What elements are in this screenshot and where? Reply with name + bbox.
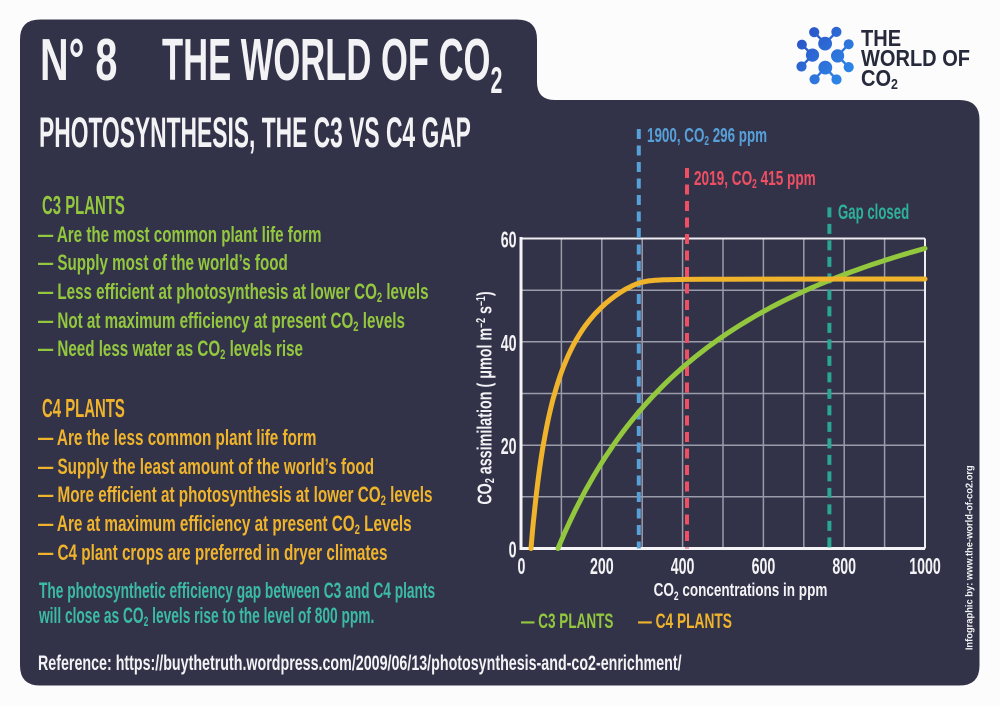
svg-text:0: 0 — [509, 538, 517, 563]
svg-text:600: 600 — [752, 555, 776, 580]
svg-text:CO2 concentrations in ppm: CO2 concentrations in ppm — [654, 580, 828, 603]
svg-text:40: 40 — [501, 332, 517, 357]
svg-text:Infographic by: www.the-world-: Infographic by: www.the-world-of-co2.org — [964, 465, 975, 650]
svg-text:800: 800 — [832, 555, 856, 580]
svg-text:1000: 1000 — [909, 555, 941, 580]
svg-text:20: 20 — [501, 435, 517, 460]
svg-text:60: 60 — [501, 228, 517, 253]
svg-text:0: 0 — [518, 555, 526, 580]
svg-text:200: 200 — [590, 555, 614, 580]
svg-text:400: 400 — [671, 555, 695, 580]
